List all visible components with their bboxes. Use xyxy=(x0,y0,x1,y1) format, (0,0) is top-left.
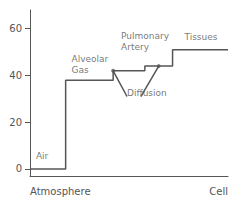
svg-text:Tissues: Tissues xyxy=(183,32,217,42)
svg-text:0: 0 xyxy=(16,163,22,174)
svg-text:Cell: Cell xyxy=(209,186,228,197)
svg-text:Pulmonary: Pulmonary xyxy=(121,31,170,41)
svg-text:Artery: Artery xyxy=(121,42,150,52)
svg-text:60: 60 xyxy=(9,23,22,34)
svg-text:40: 40 xyxy=(9,70,22,81)
svg-text:Air: Air xyxy=(36,151,49,161)
svg-text:Atmosphere: Atmosphere xyxy=(30,186,91,197)
svg-text:Diffusion: Diffusion xyxy=(127,88,167,98)
svg-text:Gas: Gas xyxy=(72,65,89,75)
svg-text:Alveolar: Alveolar xyxy=(72,54,109,64)
svg-text:20: 20 xyxy=(9,117,22,128)
